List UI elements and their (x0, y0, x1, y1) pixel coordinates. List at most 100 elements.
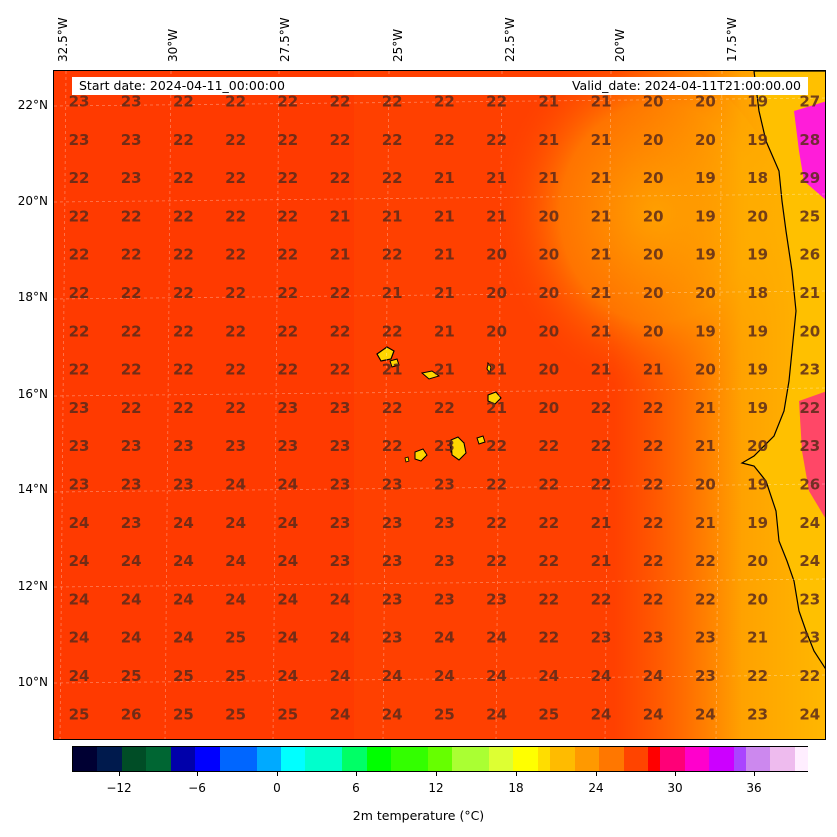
grid-value: 22 (486, 514, 507, 532)
grid-value: 22 (69, 169, 90, 187)
grid-value: 24 (173, 514, 194, 532)
grid-value: 21 (591, 322, 612, 340)
grid-value: 22 (173, 399, 194, 417)
grid-value: 23 (173, 476, 194, 494)
colorbar-segment (635, 747, 649, 771)
grid-value: 23 (434, 476, 455, 494)
colorbar-segment (232, 747, 245, 771)
grid-value: 22 (382, 131, 403, 149)
colorbar-segment (770, 747, 784, 771)
grid-value: 24 (69, 667, 90, 685)
grid-value: 20 (643, 284, 664, 302)
grid-value: 23 (382, 476, 403, 494)
grid-value: 22 (225, 284, 246, 302)
colorbar-tickmark (197, 772, 198, 776)
grid-value: 22 (225, 399, 246, 417)
grid-value: 22 (382, 169, 403, 187)
grid-value: 21 (799, 284, 820, 302)
longitude-label: 27.5°W (278, 17, 292, 62)
grid-value: 24 (277, 476, 298, 494)
colorbar-tick-label: 12 (428, 781, 444, 795)
grid-value: 22 (121, 284, 142, 302)
grid-value: 24 (434, 667, 455, 685)
grid-value: 21 (591, 131, 612, 149)
grid-value: 22 (277, 169, 298, 187)
grid-value: 23 (591, 629, 612, 647)
graticule (54, 71, 825, 739)
grid-value: 24 (173, 590, 194, 608)
grid-value: 21 (591, 207, 612, 225)
colorbar-segment (537, 747, 551, 771)
grid-value: 20 (538, 207, 559, 225)
colorbar-segment (109, 747, 123, 771)
colorbar-label: 2m temperature (°C) (352, 808, 485, 823)
grid-value: 22 (277, 322, 298, 340)
latitude-label: 12°N (17, 579, 48, 593)
grid-value: 20 (747, 207, 768, 225)
grid-value: 19 (747, 476, 768, 494)
grid-value: 19 (695, 169, 716, 187)
grid-value: 23 (277, 437, 298, 455)
map-panel[interactable]: 23 23 22 22 22 22 22 22 22 21 21 20 20 19 27 23 23 22 22 22… (53, 70, 826, 740)
grid-value: 20 (695, 361, 716, 379)
grid-value: 22 (121, 322, 142, 340)
grid-value: 23 (486, 590, 507, 608)
colorbar-tick-label: −6 (188, 781, 206, 795)
longitude-label: 17.5°W (725, 17, 739, 62)
start-date: Start date: 2024-04-11_00:00:00 (79, 78, 285, 93)
grid-value: 24 (121, 629, 142, 647)
grid-value: 22 (121, 246, 142, 264)
grid-value: 19 (695, 322, 716, 340)
grid-value: 24 (799, 514, 820, 532)
colorbar-segment (684, 747, 698, 771)
grid-value: 23 (434, 514, 455, 532)
grid-value: 22 (173, 246, 194, 264)
grid-value: 22 (225, 361, 246, 379)
colorbar-segment (586, 747, 600, 771)
colorbar-segment (207, 747, 221, 771)
grid-value: 22 (538, 590, 559, 608)
colorbar-segment (97, 747, 111, 771)
grid-value: 22 (486, 93, 507, 111)
grid-value: 23 (69, 131, 90, 149)
colorbar-segment (134, 747, 147, 771)
grid-value: 24 (173, 552, 194, 570)
temperature-map: 23 23 22 22 22 22 22 22 22 21 21 20 20 19 27 23 23 22 22 22… (54, 71, 825, 739)
colorbar-tickmark (754, 772, 755, 776)
colorbar-segment (574, 747, 588, 771)
grid-value: 22 (330, 131, 351, 149)
grid-value: 22 (434, 131, 455, 149)
grid-value: 24 (538, 667, 559, 685)
grid-value: 22 (277, 284, 298, 302)
grid-value: 22 (747, 667, 768, 685)
colorbar-segment (672, 747, 686, 771)
longitude-label: 30°W (166, 28, 180, 62)
latitude-label: 20°N (17, 194, 48, 208)
grid-value: 28 (799, 131, 820, 149)
grid-value: 21 (434, 322, 455, 340)
colorbar-segment (378, 747, 392, 771)
info-box: Start date: 2024-04-11_00:00:00 Valid_da… (72, 77, 808, 95)
grid-value: 22 (69, 207, 90, 225)
colorbar-segment (121, 747, 135, 771)
grid-value: 20 (538, 361, 559, 379)
parallel-line (54, 387, 825, 397)
colorbar-segment (329, 747, 343, 771)
grid-value: 21 (591, 361, 612, 379)
grid-value: 25 (538, 705, 559, 723)
latitude-label: 18°N (17, 290, 48, 304)
grid-value: 29 (799, 169, 820, 187)
colorbar-segment (660, 747, 674, 771)
grid-value: 24 (121, 590, 142, 608)
colorbar-segment (146, 747, 160, 771)
grid-value: 22 (225, 93, 246, 111)
grid-value: 19 (747, 246, 768, 264)
grid-value: 22 (591, 437, 612, 455)
grid-value: 20 (799, 322, 820, 340)
grid-value: 22 (173, 284, 194, 302)
grid-value: 20 (695, 93, 716, 111)
grid-value: 23 (173, 437, 194, 455)
grid-value: 24 (69, 552, 90, 570)
grid-value: 22 (225, 131, 246, 149)
colorbar-segment (317, 747, 331, 771)
